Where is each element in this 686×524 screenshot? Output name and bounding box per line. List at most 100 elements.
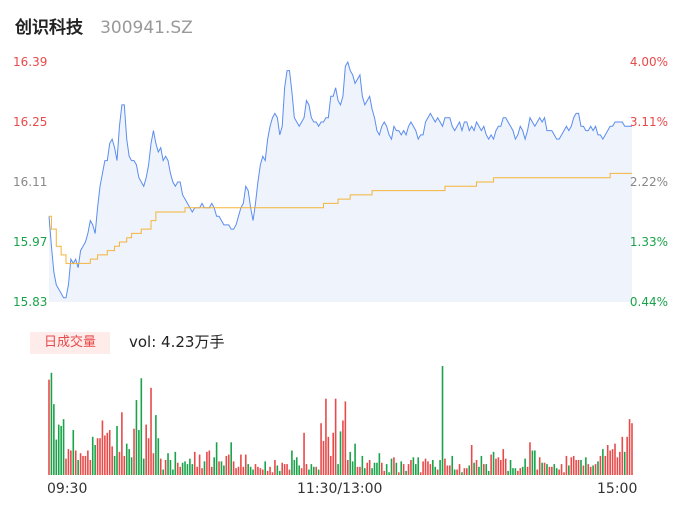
volume-bar (531, 450, 534, 475)
volume-bar (587, 464, 590, 475)
volume-bar (376, 462, 378, 475)
volume-bar (220, 461, 223, 476)
volume-bar (497, 457, 500, 475)
volume-badge: 日成交量 (30, 332, 110, 354)
volume-bar (509, 460, 512, 475)
price-tick-label: 16.25 (13, 115, 48, 129)
volume-bar (446, 465, 449, 475)
volume-bar (96, 438, 99, 475)
average-line (49, 172, 632, 264)
volume-bar (184, 461, 186, 476)
volume-bar (65, 458, 67, 475)
volume-bar (470, 445, 473, 475)
volume-bar (113, 455, 116, 475)
volume-bar (67, 449, 70, 475)
volume-bar (381, 462, 383, 475)
volume-bar (240, 454, 242, 475)
volume-bar (354, 443, 356, 475)
volume-bar (519, 468, 522, 475)
volume-bar (538, 457, 541, 475)
volume-bar (368, 460, 371, 475)
volume-bar (589, 466, 592, 475)
volume-bar (106, 432, 109, 475)
volume-bar (441, 366, 444, 475)
stock-header: 创识科技 300941.SZ (15, 13, 193, 39)
volume-bar (570, 457, 573, 475)
volume-bar (232, 461, 235, 476)
volume-bar (72, 430, 75, 475)
volume-bar (560, 464, 563, 475)
volume-bar (257, 466, 259, 475)
volume-bar (558, 469, 560, 475)
volume-bar (123, 455, 126, 475)
volume-bar (631, 423, 633, 475)
volume-bar (276, 465, 279, 475)
volume-bar (344, 401, 347, 476)
volume-bar (517, 470, 519, 475)
volume-bar (70, 450, 72, 475)
volume-bar (507, 470, 509, 475)
volume-bar (555, 468, 558, 475)
volume-bar (225, 455, 228, 475)
volume-bar (393, 457, 395, 475)
volume-bar (429, 464, 432, 475)
volume-bar (577, 460, 580, 475)
volume-bar (108, 430, 111, 475)
stock-code: 300941.SZ (100, 18, 193, 38)
volume-bar (116, 425, 118, 475)
volume-bar (264, 461, 266, 476)
volume-bar (111, 446, 113, 475)
volume-bar (417, 457, 420, 475)
volume-bar (130, 457, 133, 475)
volume-bar (261, 469, 264, 475)
volume-bar (247, 464, 249, 475)
volume-bar (53, 404, 55, 475)
volume-bar (291, 450, 293, 475)
volume-bar (473, 462, 475, 475)
volume-bar (133, 428, 135, 476)
volume-bar (536, 469, 539, 475)
volume-bar (390, 458, 393, 475)
volume-bar (283, 464, 286, 475)
volume-bar (305, 464, 308, 475)
volume-bar (298, 465, 300, 475)
volume-bar (373, 462, 376, 475)
volume-bar (278, 470, 281, 475)
volume-bar (468, 465, 471, 475)
volume-bar (553, 464, 556, 475)
volume-bar (592, 465, 594, 475)
volume-bar (563, 472, 565, 475)
volume-bar (259, 468, 262, 475)
volume-bar (295, 457, 298, 475)
volume-bar (254, 464, 257, 475)
volume-bar (62, 419, 65, 475)
volume-bar (575, 460, 577, 475)
volume-bar (451, 455, 454, 475)
volume-bar (87, 450, 89, 475)
volume-bar (490, 454, 492, 475)
volume-bar (412, 457, 415, 475)
volume-bar (77, 460, 79, 475)
volume-bar (606, 445, 609, 475)
volume-bar (395, 462, 398, 475)
volume-bar (346, 460, 349, 475)
volume-bar (485, 464, 488, 475)
volume-bar (152, 453, 155, 475)
volume-bar (213, 457, 215, 475)
volume-bar (191, 464, 194, 475)
volume-bar (315, 466, 318, 475)
volume-bar (568, 465, 570, 475)
volume-bar (363, 468, 366, 475)
volume-bar (147, 438, 150, 475)
volume-bar (82, 455, 84, 475)
volume-bar (48, 379, 50, 476)
volume-bar (495, 458, 497, 475)
volume-bar (201, 468, 203, 475)
volume-bar (293, 460, 296, 475)
time-tick-label: 11:30/13:00 (297, 481, 383, 497)
volume-bar (308, 469, 310, 475)
volume-bar (198, 454, 201, 475)
volume-bar (164, 460, 167, 475)
volume-bar (269, 466, 271, 475)
volume-bar (466, 468, 468, 475)
